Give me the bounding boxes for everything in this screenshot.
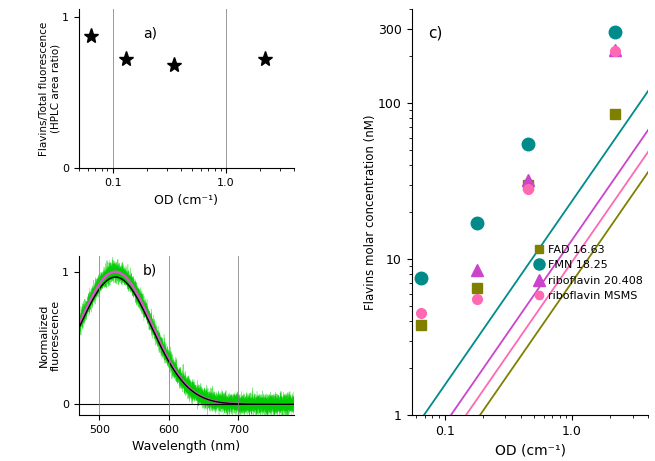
Y-axis label: Normalized
fluorescence: Normalized fluorescence [39,300,60,371]
Text: a): a) [143,27,157,41]
Legend: FAD 16.63, FMN 18.25, riboflavin 20.408, riboflavin MSMS: FAD 16.63, FMN 18.25, riboflavin 20.408,… [534,245,643,301]
Text: c): c) [428,25,443,41]
Y-axis label: Flavins molar concentration (nM): Flavins molar concentration (nM) [364,114,377,310]
Y-axis label: Flavins/Total fluorescence
(HPLC area ratio): Flavins/Total fluorescence (HPLC area ra… [39,22,60,156]
X-axis label: Wavelength (nm): Wavelength (nm) [132,440,240,453]
Text: b): b) [143,264,157,278]
X-axis label: OD (cm⁻¹): OD (cm⁻¹) [495,443,565,457]
X-axis label: OD (cm⁻¹): OD (cm⁻¹) [155,194,218,207]
